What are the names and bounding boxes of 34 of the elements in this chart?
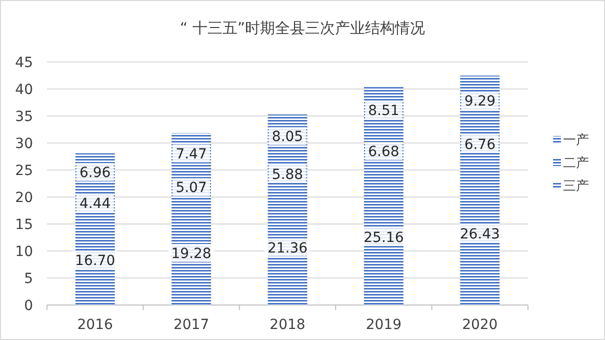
data-label: 16.70 — [75, 252, 116, 269]
data-label: 25.16 — [364, 230, 404, 246]
data-label: 26.43 — [460, 226, 500, 243]
data-label: 6.96 — [80, 165, 111, 182]
y-tick-label: 45 — [15, 55, 33, 71]
y-tick-label: 40 — [15, 82, 33, 98]
data-label: 21.36 — [267, 240, 308, 256]
data-label: 6.76 — [464, 137, 496, 154]
y-tick-label: 5 — [24, 271, 33, 287]
data-label: 8.51 — [368, 103, 400, 120]
data-label: 8.05 — [272, 129, 304, 146]
y-tick-label: 35 — [15, 109, 33, 125]
y-tick-label: 25 — [15, 163, 33, 179]
data-label: 5.07 — [176, 180, 207, 196]
y-tick-label: 10 — [15, 244, 33, 260]
x-tick-label: 2017 — [173, 317, 210, 333]
data-label: 5.88 — [272, 166, 304, 183]
legend-label: 二产 — [563, 156, 589, 171]
y-tick-label: 30 — [15, 136, 33, 152]
data-label: 9.29 — [464, 94, 496, 110]
chart-title: “ 十三五”时期全县三次产业结构情况 — [180, 19, 426, 37]
x-tick-label: 2016 — [77, 317, 113, 333]
data-label: 6.68 — [368, 144, 400, 160]
y-tick-label: 0 — [24, 298, 33, 314]
legend-label: 一产 — [563, 133, 589, 148]
x-tick-label: 2018 — [270, 317, 306, 333]
y-tick-label: 15 — [15, 217, 33, 233]
data-label: 7.47 — [176, 146, 207, 162]
x-tick-label: 2020 — [462, 317, 498, 333]
y-tick-label: 20 — [15, 190, 33, 206]
legend-label: 三产 — [563, 179, 589, 194]
data-label: 19.28 — [171, 246, 212, 262]
data-label: 4.44 — [80, 196, 111, 212]
x-tick-label: 2019 — [366, 317, 402, 333]
